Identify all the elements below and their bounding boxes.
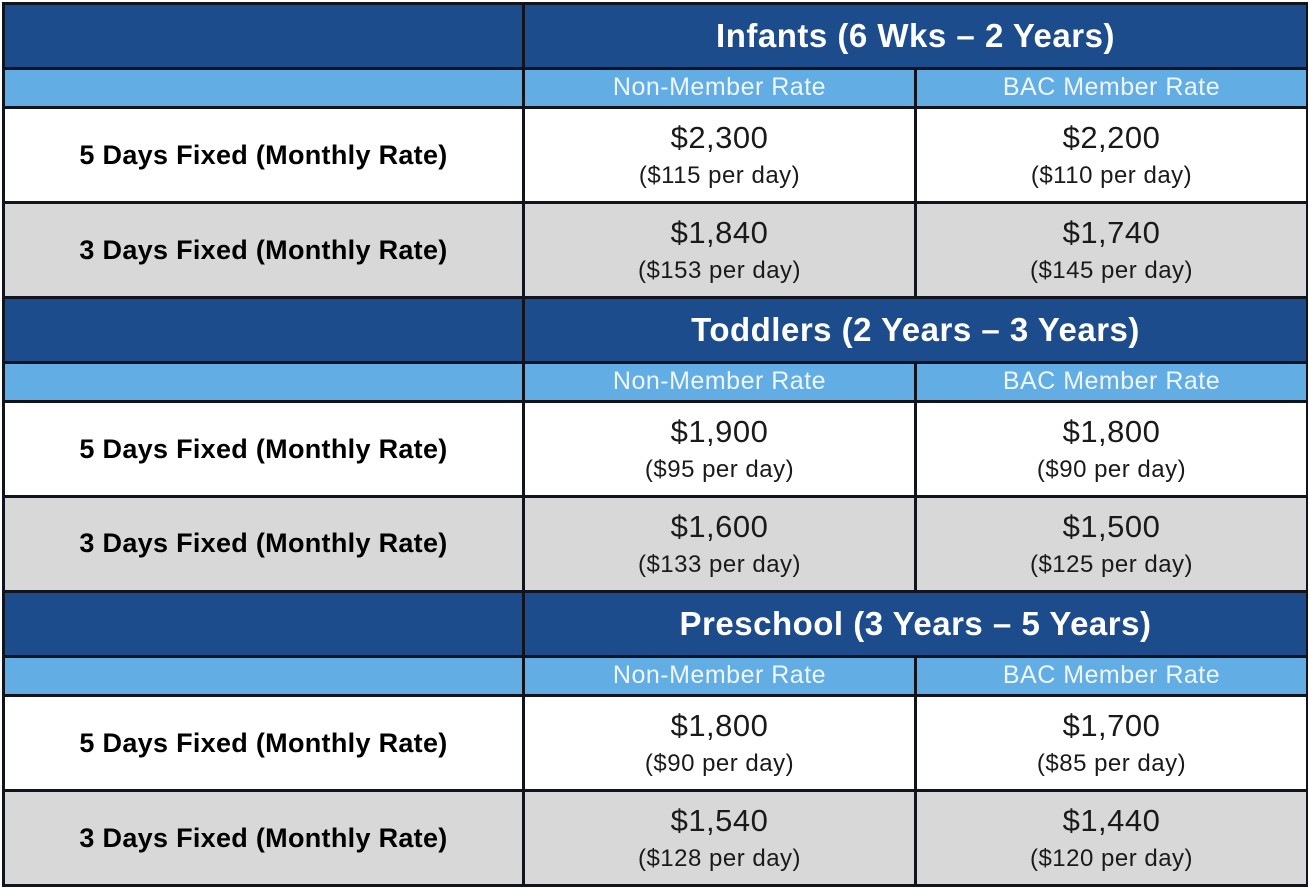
table-row-infants-3day: 3 Days Fixed (Monthly Rate) $1,840 ($153… (2, 201, 1308, 299)
section-title-infants: Infants (6 Wks – 2 Years) (522, 2, 1308, 70)
monthly-rate: $1,800 (670, 707, 769, 743)
monthly-rate: $2,200 (1062, 119, 1161, 155)
monthly-rate: $1,900 (670, 413, 769, 449)
section-header-spacer (2, 2, 525, 70)
column-header-bac-member: BAC Member Rate (914, 360, 1308, 404)
per-day-rate: ($110 per day) (1030, 162, 1193, 190)
rate-cell-non-member: $1,840 ($153 per day) (522, 201, 917, 299)
monthly-rate: $1,800 (1062, 413, 1161, 449)
column-header-label: Non-Member Rate (612, 661, 827, 690)
row-label-cell: 3 Days Fixed (Monthly Rate) (2, 495, 525, 593)
per-day-rate: ($125 per day) (1029, 551, 1194, 579)
row-label: 3 Days Fixed (Monthly Rate) (79, 822, 448, 853)
table-row-infants-5day: 5 Days Fixed (Monthly Rate) $2,300 ($115… (2, 106, 1308, 205)
subheader-row-infants: Non-Member Rate BAC Member Rate (2, 66, 1308, 110)
column-header-bac-member: BAC Member Rate (914, 66, 1308, 110)
rate-cell-non-member: $2,300 ($115 per day) (522, 106, 917, 205)
per-day-rate: ($145 per day) (1029, 257, 1194, 285)
per-day-rate: ($133 per day) (637, 551, 802, 579)
row-label-cell: 5 Days Fixed (Monthly Rate) (2, 400, 525, 499)
table-row-preschool-5day: 5 Days Fixed (Monthly Rate) $1,800 ($90 … (2, 694, 1308, 792)
section-title-text: Preschool (3 Years – 5 Years) (679, 604, 1152, 642)
per-day-rate: ($95 per day) (644, 456, 795, 484)
monthly-rate: $1,740 (1062, 214, 1161, 250)
rate-cell-non-member: $1,800 ($90 per day) (522, 694, 917, 792)
column-header-non-member: Non-Member Rate (522, 654, 917, 698)
column-header-label: BAC Member Rate (1002, 661, 1221, 690)
column-header-bac-member: BAC Member Rate (914, 654, 1308, 698)
row-label: 5 Days Fixed (Monthly Rate) (79, 433, 448, 464)
monthly-rate: $2,300 (670, 119, 769, 155)
subheader-row-toddlers: Non-Member Rate BAC Member Rate (2, 360, 1308, 404)
row-label-cell: 5 Days Fixed (Monthly Rate) (2, 694, 525, 792)
rate-cell-non-member: $1,900 ($95 per day) (522, 400, 917, 499)
section-header-infants: Infants (6 Wks – 2 Years) (2, 2, 1308, 70)
per-day-rate: ($85 per day) (1036, 750, 1187, 778)
section-title-text: Toddlers (2 Years – 3 Years) (691, 310, 1140, 348)
rate-cell-bac-member: $2,200 ($110 per day) (914, 106, 1308, 205)
row-label: 3 Days Fixed (Monthly Rate) (79, 234, 448, 265)
table-row-preschool-3day: 3 Days Fixed (Monthly Rate) $1,540 ($128… (2, 789, 1308, 887)
rate-cell-bac-member: $1,500 ($125 per day) (914, 495, 1308, 593)
rate-cell-bac-member: $1,440 ($120 per day) (914, 789, 1308, 887)
per-day-rate: ($153 per day) (637, 257, 802, 285)
subheader-spacer (2, 66, 525, 110)
section-title-toddlers: Toddlers (2 Years – 3 Years) (522, 295, 1308, 364)
monthly-rate: $1,840 (670, 214, 769, 250)
rate-cell-non-member: $1,540 ($128 per day) (522, 789, 917, 887)
column-header-label: Non-Member Rate (612, 367, 827, 396)
per-day-rate: ($128 per day) (637, 845, 802, 873)
column-header-non-member: Non-Member Rate (522, 360, 917, 404)
column-header-non-member: Non-Member Rate (522, 66, 917, 110)
column-header-label: BAC Member Rate (1002, 367, 1221, 396)
section-title-preschool: Preschool (3 Years – 5 Years) (522, 589, 1308, 658)
per-day-rate: ($115 per day) (638, 162, 801, 190)
monthly-rate: $1,540 (670, 802, 769, 838)
row-label: 5 Days Fixed (Monthly Rate) (79, 139, 448, 170)
rate-cell-non-member: $1,600 ($133 per day) (522, 495, 917, 593)
rate-cell-bac-member: $1,700 ($85 per day) (914, 694, 1308, 792)
section-header-toddlers: Toddlers (2 Years – 3 Years) (2, 295, 1308, 364)
rate-cell-bac-member: $1,740 ($145 per day) (914, 201, 1308, 299)
section-header-spacer (2, 295, 525, 364)
per-day-rate: ($90 per day) (1036, 456, 1187, 484)
row-label: 3 Days Fixed (Monthly Rate) (79, 528, 448, 559)
monthly-rate: $1,600 (670, 508, 769, 544)
row-label-cell: 5 Days Fixed (Monthly Rate) (2, 106, 525, 205)
table-row-toddlers-5day: 5 Days Fixed (Monthly Rate) $1,900 ($95 … (2, 400, 1308, 499)
monthly-rate: $1,440 (1062, 802, 1161, 838)
section-title-text: Infants (6 Wks – 2 Years) (716, 16, 1115, 54)
per-day-rate: ($120 per day) (1029, 845, 1194, 873)
table-row-toddlers-3day: 3 Days Fixed (Monthly Rate) $1,600 ($133… (2, 495, 1308, 593)
row-label: 5 Days Fixed (Monthly Rate) (79, 727, 448, 758)
row-label-cell: 3 Days Fixed (Monthly Rate) (2, 201, 525, 299)
row-label-cell: 3 Days Fixed (Monthly Rate) (2, 789, 525, 887)
section-header-preschool: Preschool (3 Years – 5 Years) (2, 589, 1308, 658)
monthly-rate: $1,500 (1062, 508, 1161, 544)
column-header-label: BAC Member Rate (1002, 73, 1221, 102)
section-header-spacer (2, 589, 525, 658)
monthly-rate: $1,700 (1062, 707, 1161, 743)
subheader-spacer (2, 360, 525, 404)
subheader-row-preschool: Non-Member Rate BAC Member Rate (2, 654, 1308, 698)
column-header-label: Non-Member Rate (612, 73, 827, 102)
per-day-rate: ($90 per day) (644, 750, 795, 778)
rate-cell-bac-member: $1,800 ($90 per day) (914, 400, 1308, 499)
subheader-spacer (2, 654, 525, 698)
